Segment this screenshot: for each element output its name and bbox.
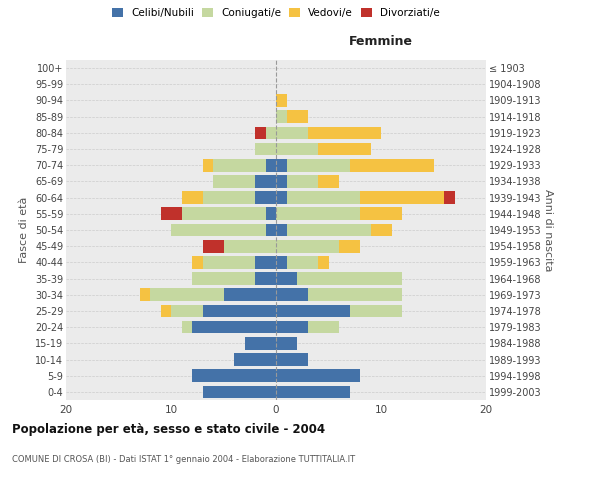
- Bar: [203, 256, 255, 268]
- Bar: [308, 321, 339, 334]
- Bar: [223, 240, 276, 252]
- Text: Femmine: Femmine: [349, 35, 413, 48]
- Bar: [192, 256, 203, 268]
- Bar: [276, 288, 308, 301]
- Bar: [276, 159, 287, 172]
- Bar: [276, 256, 287, 268]
- Bar: [255, 126, 265, 139]
- Bar: [182, 192, 203, 204]
- Bar: [276, 142, 318, 156]
- Bar: [276, 321, 308, 334]
- Bar: [139, 288, 150, 301]
- Y-axis label: Anni di nascita: Anni di nascita: [542, 188, 553, 271]
- Bar: [192, 370, 276, 382]
- Bar: [265, 224, 276, 236]
- Bar: [265, 126, 276, 139]
- Bar: [203, 192, 255, 204]
- Bar: [192, 321, 276, 334]
- Bar: [287, 159, 349, 172]
- Bar: [161, 208, 182, 220]
- Text: Popolazione per età, sesso e stato civile - 2004: Popolazione per età, sesso e stato civil…: [12, 422, 325, 436]
- Bar: [318, 256, 329, 268]
- Bar: [308, 288, 402, 301]
- Bar: [276, 240, 339, 252]
- Bar: [265, 159, 276, 172]
- Bar: [255, 256, 276, 268]
- Bar: [171, 304, 203, 318]
- Bar: [213, 159, 265, 172]
- Bar: [203, 159, 213, 172]
- Bar: [276, 353, 308, 366]
- Text: COMUNE DI CROSA (BI) - Dati ISTAT 1° gennaio 2004 - Elaborazione TUTTITALIA.IT: COMUNE DI CROSA (BI) - Dati ISTAT 1° gen…: [12, 455, 355, 464]
- Y-axis label: Fasce di età: Fasce di età: [19, 197, 29, 263]
- Bar: [276, 370, 360, 382]
- Bar: [203, 240, 223, 252]
- Bar: [234, 353, 276, 366]
- Bar: [255, 272, 276, 285]
- Bar: [444, 192, 455, 204]
- Bar: [318, 175, 339, 188]
- Bar: [213, 175, 255, 188]
- Bar: [287, 175, 318, 188]
- Bar: [203, 304, 276, 318]
- Bar: [203, 386, 276, 398]
- Bar: [223, 288, 276, 301]
- Bar: [287, 192, 360, 204]
- Bar: [339, 240, 360, 252]
- Bar: [308, 126, 381, 139]
- Bar: [255, 192, 276, 204]
- Bar: [287, 110, 308, 123]
- Bar: [150, 288, 223, 301]
- Bar: [318, 142, 371, 156]
- Bar: [276, 272, 297, 285]
- Bar: [287, 256, 318, 268]
- Bar: [360, 208, 402, 220]
- Bar: [276, 224, 287, 236]
- Bar: [276, 304, 349, 318]
- Bar: [276, 94, 287, 107]
- Bar: [276, 175, 287, 188]
- Bar: [171, 224, 265, 236]
- Bar: [255, 175, 276, 188]
- Legend: Celibi/Nubili, Coniugati/e, Vedovi/e, Divorziati/e: Celibi/Nubili, Coniugati/e, Vedovi/e, Di…: [112, 8, 440, 18]
- Bar: [276, 192, 287, 204]
- Bar: [297, 272, 402, 285]
- Bar: [276, 386, 349, 398]
- Bar: [349, 304, 402, 318]
- Bar: [276, 110, 287, 123]
- Bar: [276, 208, 360, 220]
- Bar: [182, 321, 192, 334]
- Bar: [161, 304, 171, 318]
- Bar: [276, 126, 308, 139]
- Bar: [349, 159, 433, 172]
- Bar: [192, 272, 255, 285]
- Bar: [371, 224, 392, 236]
- Bar: [245, 337, 276, 349]
- Bar: [255, 142, 276, 156]
- Bar: [265, 208, 276, 220]
- Bar: [287, 224, 371, 236]
- Bar: [360, 192, 444, 204]
- Bar: [276, 337, 297, 349]
- Bar: [182, 208, 265, 220]
